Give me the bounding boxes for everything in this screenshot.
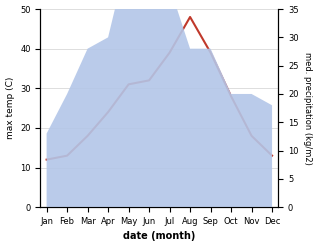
Y-axis label: med. precipitation (kg/m2): med. precipitation (kg/m2) — [303, 52, 313, 165]
X-axis label: date (month): date (month) — [123, 231, 196, 242]
Y-axis label: max temp (C): max temp (C) — [5, 77, 15, 139]
